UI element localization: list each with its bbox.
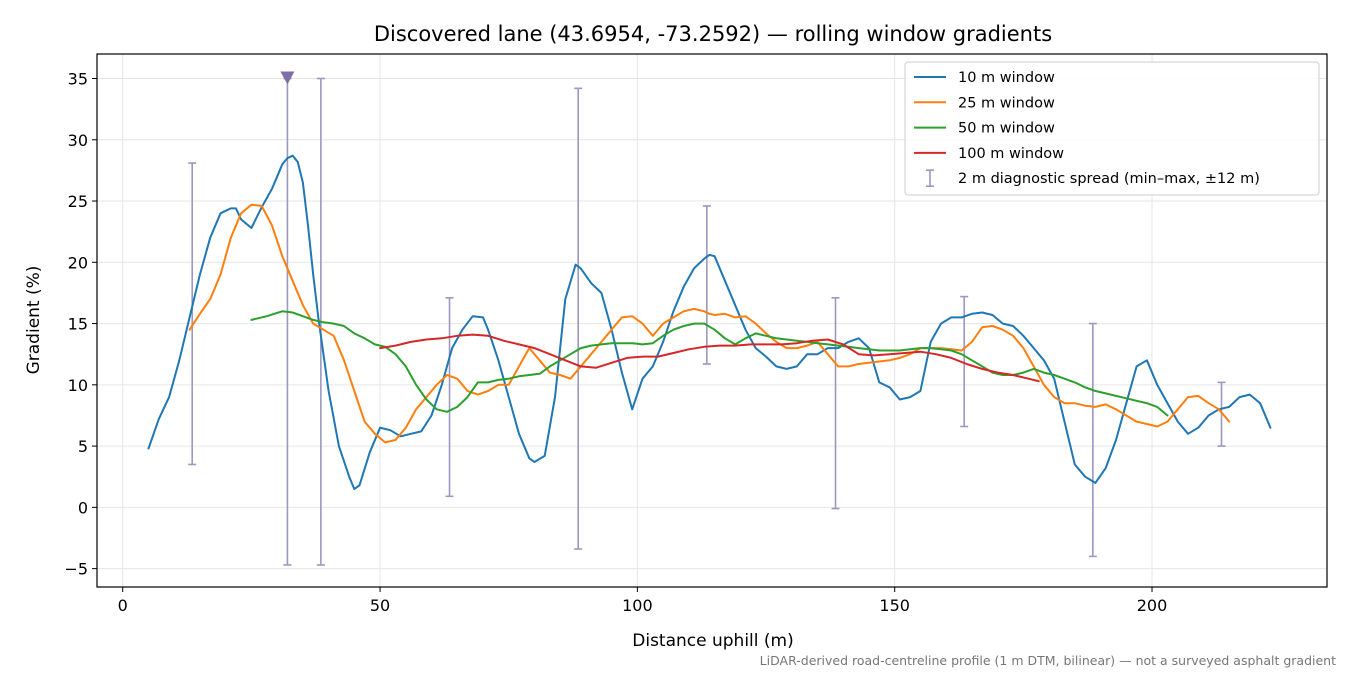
series-line-4 bbox=[379, 333, 1040, 383]
footnote: LiDAR-derived road-centreline profile (1… bbox=[760, 653, 1336, 668]
series-line-2 bbox=[188, 203, 1231, 444]
plot-frame bbox=[96, 53, 1328, 588]
y-tick-label: −5 bbox=[64, 560, 88, 579]
marker-down-triangle bbox=[280, 71, 295, 85]
legend-box bbox=[904, 61, 1320, 196]
y-tick-label: 35 bbox=[68, 70, 88, 89]
x-tick-label: 100 bbox=[622, 596, 653, 615]
y-axis-title: Gradient (%) bbox=[24, 266, 44, 375]
series-line-1 bbox=[147, 154, 1272, 490]
axis-ticks: 0 50 100 150 200 −5 0 5 10 15 20 25 30 35 bbox=[64, 70, 1167, 615]
series-lines bbox=[147, 154, 1272, 490]
legend: 10 m window 25 m window 50 m window 100 m w… bbox=[904, 61, 1320, 196]
y-tick-label: 30 bbox=[68, 131, 88, 150]
legend-label: 10 m window bbox=[958, 70, 1055, 86]
y-tick-label: 15 bbox=[68, 315, 88, 334]
x-tick-label: 0 bbox=[118, 596, 128, 615]
x-tick-label: 50 bbox=[370, 596, 390, 615]
legend-label: 100 m window bbox=[958, 146, 1064, 162]
y-tick-label: 25 bbox=[68, 192, 88, 211]
marker-layer bbox=[280, 71, 295, 85]
y-tick-label: 20 bbox=[68, 253, 88, 272]
x-tick-label: 200 bbox=[1137, 596, 1168, 615]
legend-label: 2 m diagnostic spread (min–max, ±12 m) bbox=[958, 171, 1260, 187]
y-tick-label: 0 bbox=[78, 498, 88, 517]
legend-label: 50 m window bbox=[958, 121, 1055, 137]
grid-layer bbox=[97, 54, 1327, 587]
x-tick-label: 150 bbox=[879, 596, 910, 615]
x-axis-title: Distance uphill (m) bbox=[632, 631, 793, 651]
series-line-3 bbox=[250, 310, 1169, 417]
y-tick-label: 5 bbox=[78, 437, 88, 456]
chart-title: Discovered lane (43.6954, -73.2592) — ro… bbox=[374, 22, 1052, 46]
legend-label: 25 m window bbox=[958, 95, 1055, 111]
y-tick-label: 10 bbox=[68, 376, 88, 395]
